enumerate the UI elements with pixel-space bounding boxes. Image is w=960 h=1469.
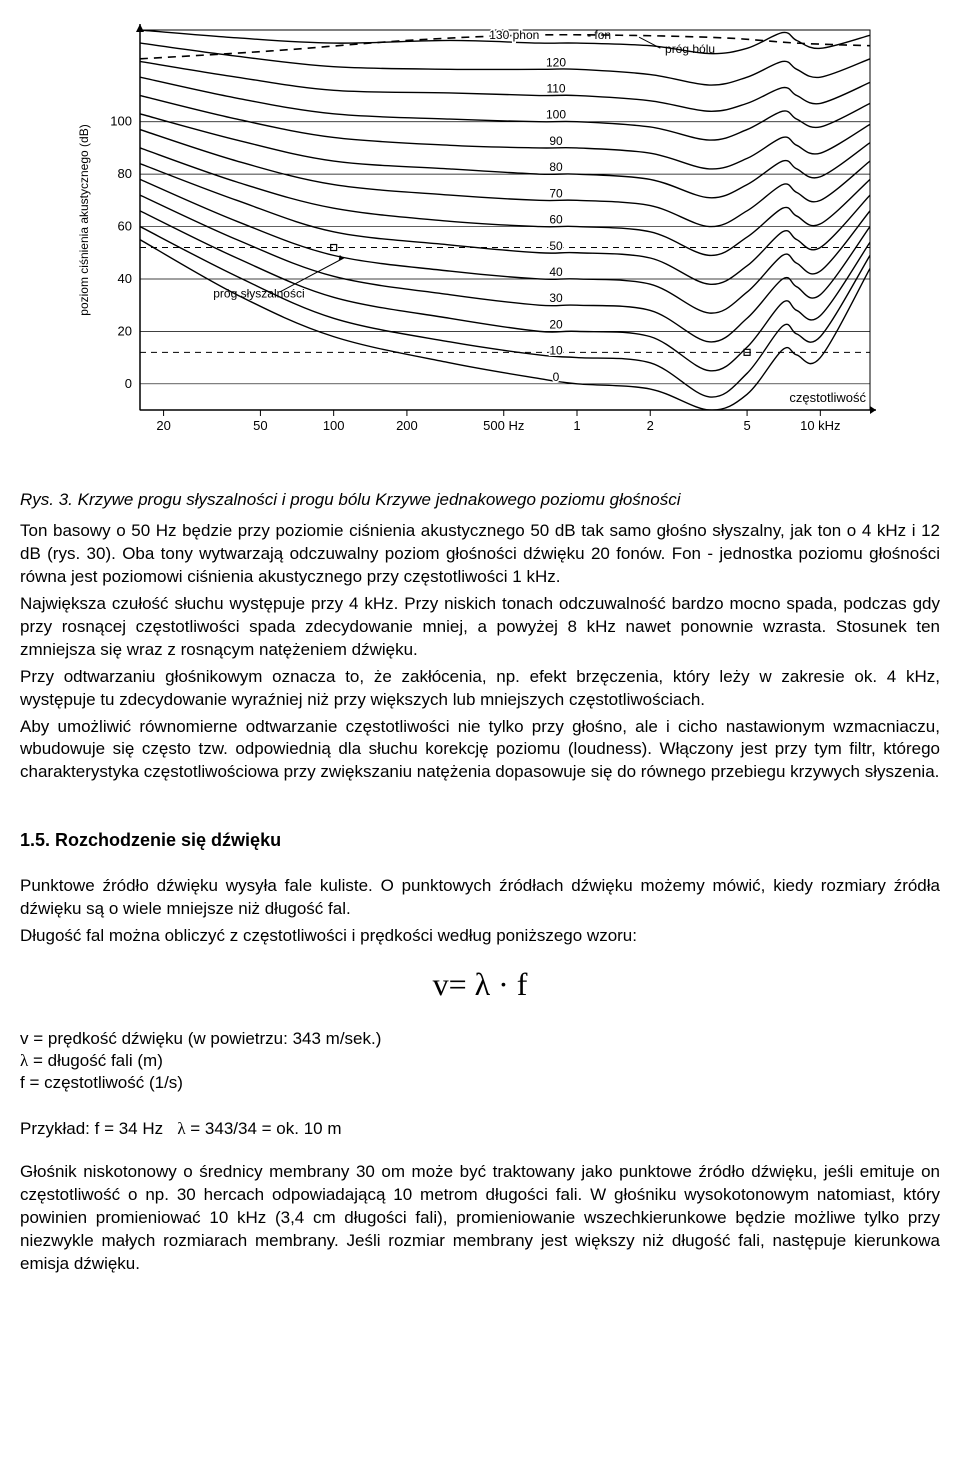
def-v: v = prędkość dźwięku (w powietrzu: 343 m… <box>20 1029 940 1049</box>
svg-text:30: 30 <box>549 291 563 305</box>
svg-text:50: 50 <box>549 239 563 253</box>
svg-text:50: 50 <box>253 418 267 433</box>
section-title: 1.5. Rozchodzenie się dźwięku <box>20 830 940 851</box>
svg-text:0: 0 <box>125 376 132 391</box>
svg-text:120: 120 <box>546 55 566 69</box>
svg-text:2: 2 <box>647 418 654 433</box>
svg-text:20: 20 <box>156 418 170 433</box>
svg-text:1: 1 <box>573 418 580 433</box>
svg-text:500 Hz: 500 Hz <box>483 418 524 433</box>
svg-text:130 phon: 130 phon <box>489 28 539 42</box>
def-f: f = częstotliwość (1/s) <box>20 1073 940 1093</box>
svg-text:200: 200 <box>396 418 418 433</box>
svg-text:70: 70 <box>549 186 563 200</box>
svg-text:10: 10 <box>549 344 563 358</box>
paragraph-2: Największa czułość słuchu występuje przy… <box>20 593 940 662</box>
svg-text:80: 80 <box>549 160 563 174</box>
svg-text:10 kHz: 10 kHz <box>800 418 840 433</box>
svg-text:100: 100 <box>110 114 132 129</box>
svg-text:- fon: - fon <box>587 28 611 42</box>
chart-container: 0204060801002050100200500 Hz12510 kHzczę… <box>20 20 940 460</box>
svg-text:40: 40 <box>549 265 563 279</box>
page: 0204060801002050100200500 Hz12510 kHzczę… <box>0 0 960 1320</box>
svg-text:90: 90 <box>549 134 563 148</box>
svg-text:80: 80 <box>118 166 132 181</box>
section-p2: Długość fal można obliczyć z częstotliwo… <box>20 925 940 948</box>
def-lambda: λ = długość fali (m) <box>20 1051 940 1071</box>
svg-text:60: 60 <box>549 213 563 227</box>
svg-text:100: 100 <box>323 418 345 433</box>
svg-text:20: 20 <box>549 317 563 331</box>
svg-text:100: 100 <box>546 108 566 122</box>
equal-loudness-chart: 0204060801002050100200500 Hz12510 kHzczę… <box>70 20 890 460</box>
svg-text:40: 40 <box>118 271 132 286</box>
paragraph-1: Ton basowy o 50 Hz będzie przy poziomie … <box>20 520 940 589</box>
variable-definitions: v = prędkość dźwięku (w powietrzu: 343 m… <box>20 1029 940 1093</box>
section-p1: Punktowe źródło dźwięku wysyła fale kuli… <box>20 875 940 921</box>
svg-text:poziom ciśnienia akustycznego: poziom ciśnienia akustycznego (dB) <box>77 124 91 315</box>
svg-text:próg bólu: próg bólu <box>665 42 715 56</box>
example: Przykład: f = 34 Hz λ = 343/34 = ok. 10 … <box>20 1119 940 1139</box>
svg-text:110: 110 <box>546 82 565 96</box>
svg-text:częstotliwość: częstotliwość <box>789 390 866 405</box>
paragraph-3: Przy odtwarzaniu głośnikowym oznacza to,… <box>20 666 940 712</box>
svg-text:0: 0 <box>553 370 560 384</box>
svg-text:20: 20 <box>118 323 132 338</box>
paragraph-4: Aby umożliwić równomierne odtwarzanie cz… <box>20 716 940 785</box>
formula: v= λ · f <box>20 966 940 1003</box>
svg-text:5: 5 <box>743 418 750 433</box>
section-p3: Głośnik niskotonowy o średnicy membrany … <box>20 1161 940 1276</box>
svg-text:próg słyszalności: próg słyszalności <box>213 286 304 300</box>
figure-caption: Rys. 3. Krzywe progu słyszalności i prog… <box>20 490 940 510</box>
svg-text:60: 60 <box>118 219 132 234</box>
